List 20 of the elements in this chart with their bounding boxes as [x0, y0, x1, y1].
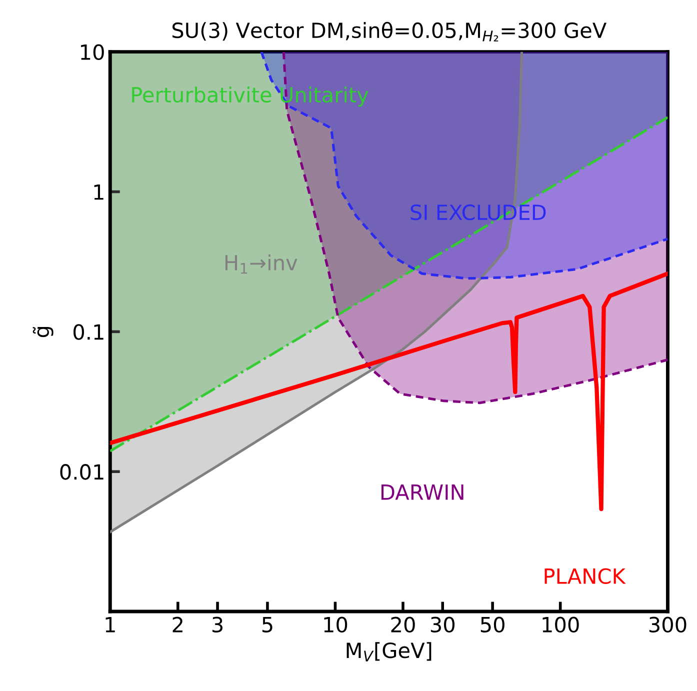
x-tick-label: 10	[324, 616, 348, 633]
y-tick-label: 10	[81, 44, 104, 60]
chart-title: SU(3) Vector DM,sinθ=0.05,M$_{H₂}$=300 GeV	[172, 22, 606, 42]
y-tick-label: 1	[94, 184, 104, 200]
x-tick-label: 100	[542, 616, 579, 633]
y-tick-label: 0.1	[74, 324, 104, 340]
text: PLANCK	[544, 568, 626, 584]
x-tick-label: 50	[480, 616, 504, 633]
x-tick-label: 300	[649, 616, 686, 633]
x-tick-label: 30	[430, 616, 454, 633]
y-tick-label: 0.01	[60, 464, 104, 480]
x-tick-label: 5	[262, 617, 272, 633]
x-tick-label: 20	[391, 616, 415, 633]
x-tick-label: 1	[106, 617, 115, 632]
text: H$_{1}$→inv	[225, 254, 298, 274]
x-tick-label: 2	[172, 616, 182, 632]
x-tick-label: 3	[212, 616, 222, 633]
x-axis-title: M$_{V}$[GeV]	[346, 642, 432, 662]
text: DARWIN	[381, 484, 464, 500]
y-axis-title: g̃	[32, 326, 54, 338]
